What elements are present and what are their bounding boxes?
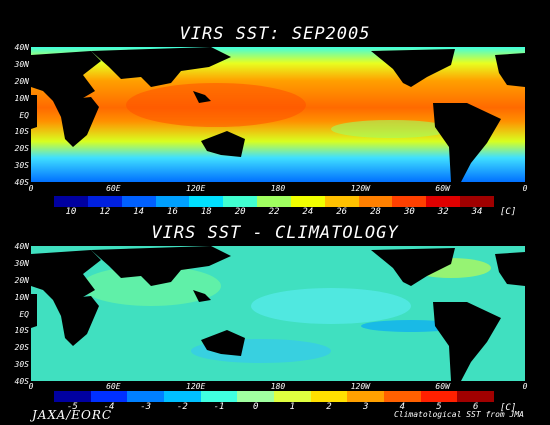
sst-colorbar bbox=[54, 196, 495, 207]
colorbar-tick-label: 1 bbox=[289, 402, 296, 412]
longitude-label: 120W bbox=[350, 382, 370, 391]
longitude-label: 0 bbox=[28, 382, 34, 391]
longitude-label: 60E bbox=[106, 382, 121, 391]
colorbar-segment bbox=[257, 196, 292, 207]
latitude-label: 20S bbox=[14, 144, 29, 154]
colorbar-segment bbox=[237, 391, 275, 402]
longitude-label: 0 bbox=[522, 184, 528, 193]
colorbar-tick-label: 2 bbox=[326, 402, 332, 412]
longitude-label: 60E bbox=[106, 184, 121, 193]
colorbar-segment bbox=[310, 391, 348, 402]
sst-map bbox=[31, 47, 525, 182]
colorbar-tick-label: 28 bbox=[370, 207, 381, 217]
colorbar-tick-label: 14 bbox=[133, 207, 145, 217]
longitude-label: 120E bbox=[186, 382, 206, 391]
latitude-label: 20N bbox=[14, 275, 29, 285]
colorbar-segment bbox=[358, 196, 393, 207]
colorbar-tick-label: 18 bbox=[200, 207, 212, 217]
anomaly-colorbar-unit: [C] bbox=[500, 403, 517, 413]
sst-colorbar-unit: [C] bbox=[500, 207, 517, 217]
colorbar-tick-label: 34 bbox=[471, 207, 483, 217]
latitude-label: 40N bbox=[14, 242, 29, 251]
colorbar-tick-label: 24 bbox=[302, 207, 314, 217]
colorbar-segment bbox=[460, 196, 495, 207]
colorbar-segment bbox=[274, 391, 312, 402]
anomaly-map-image bbox=[31, 246, 525, 381]
longitude-label: 120W bbox=[350, 184, 370, 193]
colorbar-segment bbox=[426, 196, 461, 207]
colorbar-segment bbox=[457, 391, 495, 402]
latitude-label: 10S bbox=[14, 326, 29, 336]
sst-map-image bbox=[31, 47, 525, 182]
latitude-label: 40S bbox=[14, 178, 29, 187]
anomaly-colorbar bbox=[54, 391, 495, 402]
latitude-label: 30S bbox=[14, 161, 29, 171]
latitude-label: 10N bbox=[14, 292, 29, 302]
colorbar-segment bbox=[200, 391, 238, 402]
credit-label: JAXA/EORC bbox=[32, 408, 113, 422]
colorbar-tick-label: 0 bbox=[252, 402, 259, 412]
longitude-label: 0 bbox=[522, 382, 528, 391]
colorbar-segment bbox=[189, 196, 224, 207]
colorbar-tick-label: 26 bbox=[336, 207, 348, 217]
colorbar-segment bbox=[223, 196, 258, 207]
longitude-label: 60W bbox=[435, 382, 450, 391]
colorbar-tick-label: -5 bbox=[66, 402, 78, 412]
colorbar-segment bbox=[384, 391, 422, 402]
longitude-label: 180 bbox=[270, 184, 286, 193]
longitude-label: 60W bbox=[435, 184, 450, 193]
latitude-label: 30S bbox=[14, 360, 29, 370]
colorbar-segment bbox=[87, 196, 123, 207]
latitude-label: 20N bbox=[14, 76, 29, 86]
colorbar-segment bbox=[121, 196, 157, 207]
colorbar-segment bbox=[164, 391, 202, 402]
latitude-label: EQ bbox=[19, 309, 29, 319]
colorbar-tick-label: 3 bbox=[362, 402, 369, 412]
colorbar-tick-label: 6 bbox=[472, 402, 479, 412]
colorbar-segment bbox=[324, 196, 360, 207]
latitude-label: 30N bbox=[14, 258, 29, 268]
colorbar-tick-label: 16 bbox=[167, 207, 178, 217]
colorbar-tick-label: 32 bbox=[437, 207, 449, 217]
latitude-label: 40S bbox=[14, 377, 29, 386]
colorbar-tick-label: -1 bbox=[213, 402, 225, 412]
colorbar-segment bbox=[155, 196, 190, 207]
latitude-label: EQ bbox=[19, 110, 29, 120]
latitude-label: 20S bbox=[14, 343, 29, 353]
latitude-label: 10S bbox=[14, 127, 29, 137]
anomaly-map bbox=[31, 246, 525, 381]
colorbar-segment bbox=[90, 391, 128, 402]
colorbar-tick-label: 30 bbox=[403, 207, 415, 217]
colorbar-tick-label: -3 bbox=[140, 402, 152, 412]
latitude-label: 10N bbox=[14, 93, 29, 103]
top-map-title: VIRS SST: SEP2005 bbox=[179, 24, 371, 44]
colorbar-segment bbox=[347, 391, 385, 402]
colorbar-segment bbox=[420, 391, 458, 402]
longitude-label: 120E bbox=[186, 184, 206, 193]
colorbar-segment bbox=[290, 196, 326, 207]
colorbar-segment bbox=[54, 391, 92, 402]
source-label: Climatological SST from JMA bbox=[393, 410, 524, 419]
colorbar-tick-label: 10 bbox=[65, 207, 77, 217]
latitude-label: 40N bbox=[14, 43, 29, 52]
longitude-label: 0 bbox=[28, 184, 34, 193]
colorbar-tick-label: 20 bbox=[234, 207, 246, 217]
latitude-label: 30N bbox=[14, 59, 29, 69]
colorbar-tick-label: 12 bbox=[99, 207, 111, 217]
bottom-map-title: VIRS SST - CLIMATOLOGY bbox=[151, 223, 399, 243]
colorbar-tick-label: 22 bbox=[268, 207, 280, 217]
colorbar-segment bbox=[54, 196, 89, 207]
colorbar-tick-label: -4 bbox=[103, 402, 115, 412]
colorbar-segment bbox=[392, 196, 427, 207]
colorbar-tick-label: 4 bbox=[399, 402, 406, 412]
colorbar-tick-label: 5 bbox=[436, 402, 442, 412]
longitude-label: 180 bbox=[270, 382, 286, 391]
colorbar-segment bbox=[127, 391, 165, 402]
colorbar-tick-label: -2 bbox=[176, 402, 188, 412]
